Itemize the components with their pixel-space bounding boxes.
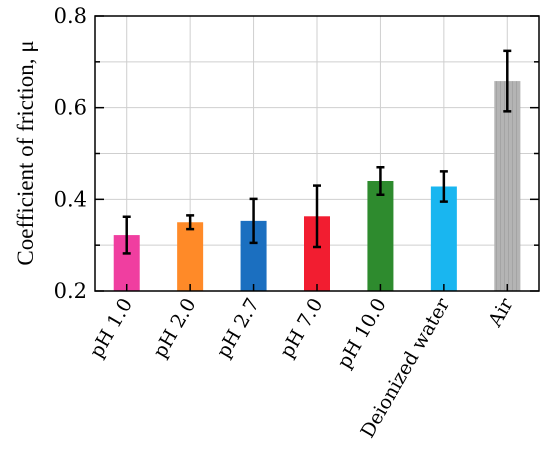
- y-tick-label: 0.2: [54, 279, 87, 303]
- x-axis-labels: pH 1.0 pH 2.0 pH 2.7 pH 7.0 pH 10.0Deionized…: [85, 284, 518, 442]
- y-tick-label: 0.4: [54, 187, 87, 211]
- bar: [494, 81, 521, 291]
- x-category-label: pH 2.0: [149, 295, 201, 362]
- y-tick-label: 0.6: [54, 96, 87, 120]
- bar: [367, 181, 394, 291]
- error-bars: [122, 49, 512, 255]
- bar: [177, 222, 204, 291]
- x-category-label: Air: [484, 294, 518, 332]
- x-category-label: pH 1.0: [85, 295, 137, 362]
- x-category-label: pH 2.7: [212, 295, 264, 362]
- y-tick-label: 0.8: [54, 4, 87, 28]
- x-category-label: pH 7.0: [276, 295, 328, 362]
- bars: [113, 81, 521, 291]
- x-category-label: pH 10.0: [333, 295, 391, 373]
- y-axis-title: Coefficient of friction, μ: [13, 40, 38, 265]
- bar: [430, 186, 457, 291]
- y-axis-ticks: 0.2 0.4 0.6 0.8: [54, 4, 539, 303]
